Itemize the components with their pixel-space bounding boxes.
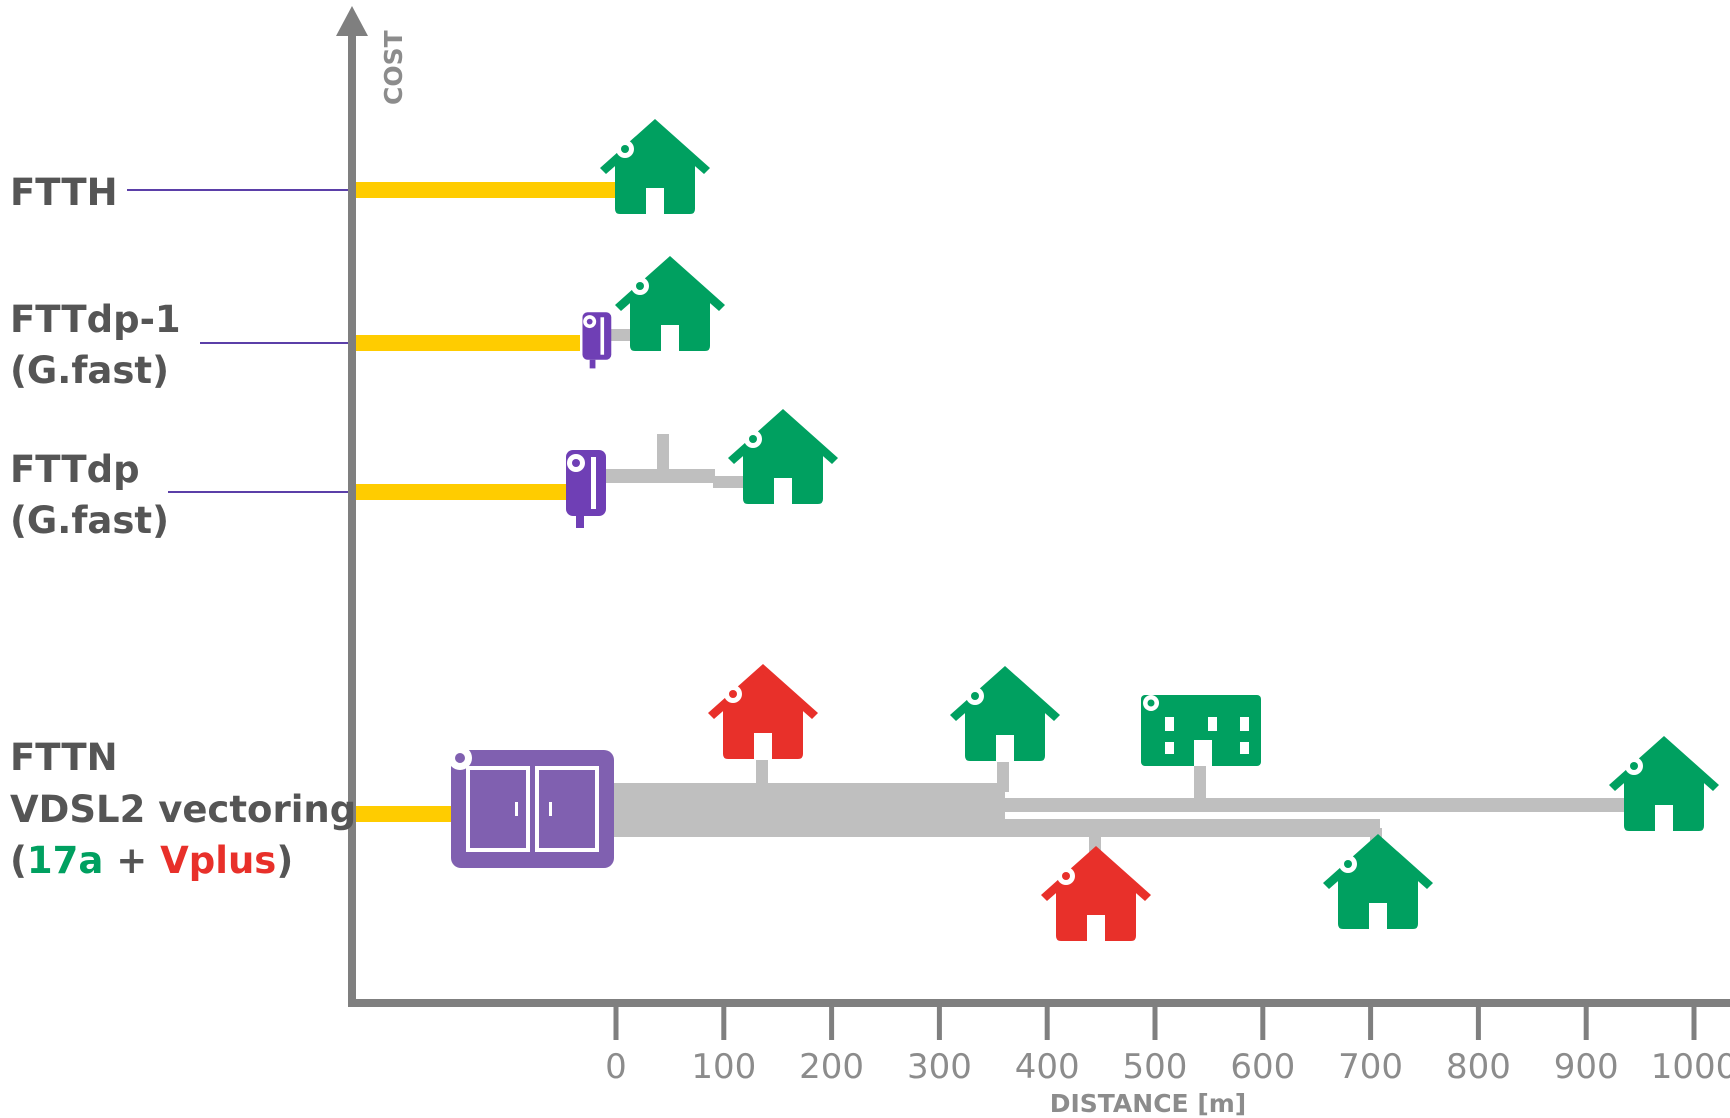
axes: COST DISTANCE [m] 0 100 200 300 400 500 600 700… bbox=[336, 6, 1730, 1118]
fttdp-house-icon bbox=[728, 409, 838, 504]
ftth-row: FTTH bbox=[10, 119, 710, 214]
fttn-house-green-3-icon bbox=[1609, 736, 1719, 831]
fttn-house-green-1-icon bbox=[950, 666, 1060, 761]
fttdp1-label-line2: (G.fast) bbox=[10, 349, 169, 392]
x-tick-label: 500 bbox=[1123, 1047, 1188, 1087]
fttn-row: FTTN VDSL2 vectoring (17a + Vplus) bbox=[10, 664, 1719, 941]
fttn-vplus: Vplus bbox=[160, 839, 276, 882]
fttn-house-green-2-icon bbox=[1323, 834, 1433, 929]
fttdp1-row: FTTdp-1 (G.fast) bbox=[10, 256, 725, 392]
y-axis-title: COST bbox=[379, 30, 408, 105]
fttn-copper bbox=[590, 760, 1625, 862]
x-axis-title: DISTANCE [m] bbox=[1050, 1089, 1246, 1118]
fttn-building-icon bbox=[1141, 695, 1261, 766]
fttdp1-dp-node-icon bbox=[582, 312, 612, 369]
ftth-label: FTTH bbox=[10, 171, 118, 214]
fttdp-label-line1: FTTdp bbox=[10, 448, 140, 491]
fttn-label-line3: (17a + Vplus) bbox=[10, 839, 293, 882]
fttn-house-red-2-icon bbox=[1041, 846, 1151, 941]
fttn-house-red-1-icon bbox=[708, 664, 818, 759]
fttdp-dp-node-icon bbox=[566, 450, 606, 528]
x-tick-label: 0 bbox=[605, 1047, 627, 1087]
fttdp-row: FTTdp (G.fast) bbox=[10, 409, 838, 542]
fttdp-copper bbox=[600, 434, 750, 488]
x-tick-label: 1000 bbox=[1651, 1047, 1730, 1087]
x-tick-label: 700 bbox=[1338, 1047, 1403, 1087]
x-tick-label: 200 bbox=[799, 1047, 864, 1087]
x-tick-label: 400 bbox=[1015, 1047, 1080, 1087]
x-tick-label: 600 bbox=[1230, 1047, 1295, 1087]
x-tick-label: 800 bbox=[1446, 1047, 1511, 1087]
fttn-paren-open: ( bbox=[10, 839, 27, 882]
fttdp1-label-line1: FTTdp-1 bbox=[10, 298, 181, 341]
fttn-paren-close: ) bbox=[276, 839, 293, 882]
x-tick-label: 100 bbox=[691, 1047, 756, 1087]
x-tick-label: 900 bbox=[1554, 1047, 1619, 1087]
y-axis-arrow-icon bbox=[336, 6, 368, 36]
fttn-17a: 17a bbox=[27, 839, 103, 882]
ftth-house-icon bbox=[600, 119, 710, 214]
fttn-cabinet-icon bbox=[448, 746, 614, 868]
fttn-label-line1: FTTN bbox=[10, 736, 118, 779]
fttdp-label-line2: (G.fast) bbox=[10, 499, 169, 542]
x-tick-label: 300 bbox=[907, 1047, 972, 1087]
title-fragment: ... bbox=[10, 0, 60, 21]
fttn-plus: + bbox=[103, 839, 160, 882]
fttn-label-line2: VDSL2 vectoring bbox=[10, 788, 356, 831]
fttdp1-house-icon bbox=[615, 256, 725, 351]
x-ticks: 0 100 200 300 400 500 600 700 800 900 1000 bbox=[605, 1003, 1730, 1087]
